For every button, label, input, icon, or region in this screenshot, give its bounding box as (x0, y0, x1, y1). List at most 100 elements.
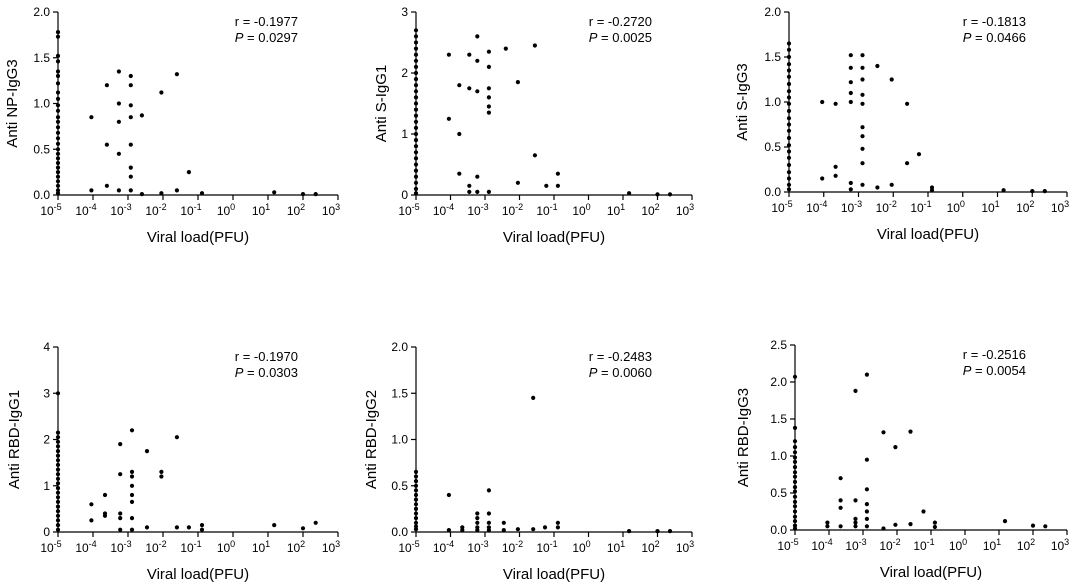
y-tick-label: 1.5 (764, 50, 781, 64)
data-point (116, 69, 121, 74)
data-point (531, 395, 536, 400)
data-point (532, 43, 538, 48)
y-tick-label: 2 (401, 66, 408, 80)
data-point (199, 527, 205, 532)
data-point (475, 34, 480, 39)
data-point (786, 187, 792, 192)
data-point (116, 101, 121, 106)
x-tick-label: 10-1 (913, 537, 934, 553)
data-point (916, 152, 922, 157)
data-point (889, 182, 894, 187)
x-tick-label: 10-2 (876, 199, 897, 215)
data-point (864, 509, 870, 514)
data-point (55, 170, 61, 175)
data-point (413, 58, 419, 63)
data-point (860, 161, 865, 166)
x-tick-label: 10-3 (110, 539, 131, 555)
data-point (159, 191, 164, 196)
y-tick-label: 0.5 (33, 142, 50, 156)
data-point (853, 498, 858, 503)
x-tick-label: 103 (1051, 537, 1069, 553)
y-axis-label: Anti S-IgG3 (734, 63, 751, 141)
y-tick-label: 1.0 (33, 97, 50, 111)
data-point (864, 372, 870, 377)
data-point (55, 53, 61, 59)
data-point (908, 522, 913, 527)
x-tick-label: 103 (676, 202, 694, 218)
data-point (55, 179, 61, 184)
data-point (486, 110, 491, 115)
data-point (118, 511, 123, 516)
data-point (555, 520, 561, 525)
x-tick-label: 103 (322, 539, 340, 555)
data-point (908, 429, 913, 434)
data-point (272, 523, 277, 528)
chart-panel-5: 0.0 0.5 1.0 1.5 2.0 10-5 10-4 10-3 10-2 10-1 100 10… (363, 340, 694, 583)
data-point (853, 388, 858, 393)
data-point (786, 182, 792, 187)
data-point (89, 115, 94, 120)
x-tick-label: 10-1 (536, 202, 557, 218)
x-tick-label: 100 (217, 202, 235, 218)
x-axis-label: Viral load(PFU) (880, 564, 982, 581)
data-point (413, 52, 419, 57)
data-point (860, 101, 865, 106)
data-point (921, 509, 926, 514)
data-point (413, 511, 419, 516)
data-point (55, 490, 61, 495)
data-point (792, 450, 798, 455)
data-point (786, 41, 792, 46)
data-point (792, 509, 798, 514)
data-point (792, 489, 798, 494)
correlation-r: r = -0.2720 (589, 14, 652, 29)
data-point (174, 525, 179, 530)
data-point (128, 188, 133, 193)
data-point (627, 529, 632, 534)
data-point (475, 528, 480, 533)
x-tick-label: 10-2 (879, 537, 900, 553)
data-point (875, 63, 880, 69)
data-point (128, 165, 133, 170)
data-point (413, 502, 419, 507)
chart-panel-3: 0.0 0.5 1.0 1.5 2.0 10-5 10-4 10-3 10-2 10-1 100 10… (734, 5, 1069, 243)
data-point (501, 520, 506, 525)
data-point (838, 476, 843, 481)
data-point (838, 498, 843, 503)
data-point (655, 192, 660, 197)
x-tick-label: 101 (981, 199, 999, 215)
data-point (792, 523, 798, 528)
y-tick-label: 2.5 (770, 338, 787, 352)
data-point (55, 151, 61, 156)
p-value: P = 0.0297 (235, 30, 298, 45)
data-point (55, 165, 61, 170)
x-axis-label: Viral load(PFU) (503, 566, 605, 583)
data-point (313, 520, 318, 525)
data-point (893, 445, 898, 450)
data-point (413, 488, 419, 493)
y-tick-label: 1.5 (770, 412, 787, 426)
x-tick-label: 10-1 (180, 202, 201, 218)
data-point (129, 469, 135, 474)
y-tick-label: 0.5 (391, 479, 408, 493)
x-tick-label: 101 (607, 539, 625, 555)
x-tick-label: 101 (252, 202, 270, 218)
data-point (555, 525, 561, 530)
p-value: P = 0.0303 (235, 365, 298, 380)
data-point (159, 469, 164, 474)
y-tick-label: 2 (43, 433, 50, 447)
data-point (932, 524, 938, 530)
data-point (128, 73, 133, 79)
x-tick-label: 10-3 (841, 199, 862, 215)
data-point (848, 99, 853, 105)
data-point (55, 527, 61, 532)
y-axis-label: Anti RBD-IgG2 (363, 390, 380, 489)
data-point (174, 72, 179, 77)
data-point (118, 442, 123, 447)
data-point (55, 96, 61, 101)
y-tick-label: 0 (401, 188, 408, 202)
y-tick-label: 2.0 (770, 375, 787, 389)
data-point (128, 115, 133, 120)
data-point (128, 103, 133, 108)
data-point (55, 449, 61, 454)
x-tick-label: 100 (949, 537, 967, 553)
